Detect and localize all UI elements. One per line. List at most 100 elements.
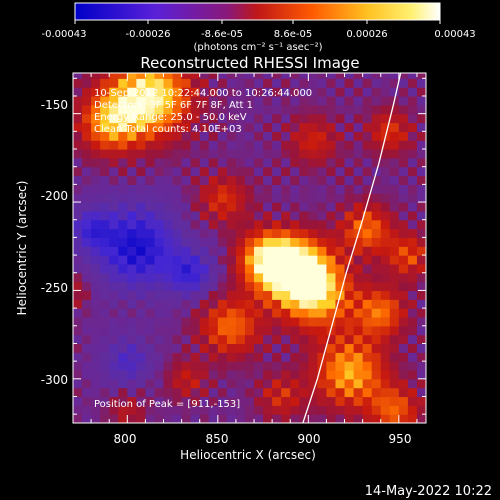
heatmap-cell [91, 246, 101, 256]
heatmap-cell [154, 87, 165, 97]
heatmap-cell [172, 219, 183, 230]
heatmap-cell [73, 219, 83, 230]
heatmap-cell [118, 104, 128, 115]
heatmap-cell [263, 369, 273, 380]
heatmap-cell [416, 131, 426, 141]
heatmap-cell [82, 104, 92, 115]
heatmap-cell [416, 396, 426, 406]
heatmap-cell [136, 78, 147, 88]
heatmap-cell [344, 361, 355, 371]
axis-ticks [73, 73, 426, 423]
heatmap-cell [109, 272, 119, 283]
heatmap-cell [254, 396, 264, 406]
heatmap-cell [100, 193, 110, 203]
heatmap-cell [263, 316, 273, 327]
heatmap-cell [317, 219, 328, 230]
heatmap-cell [389, 290, 400, 300]
heatmap-cell [127, 184, 137, 194]
heatmap-cell [344, 308, 355, 318]
heatmap-cell [389, 405, 400, 415]
heatmap-cell [371, 184, 382, 194]
heatmap-cell [398, 228, 409, 238]
heatmap-cell [407, 193, 418, 203]
heatmap-cell [145, 140, 156, 150]
heatmap-cell [335, 131, 346, 141]
heatmap-cell [109, 352, 119, 362]
heatmap-cell [136, 255, 147, 265]
heatmap-cell [299, 263, 309, 274]
heatmap-cell [380, 87, 391, 97]
x-tick-label: 800 [114, 432, 137, 446]
heatmap-cell [172, 334, 183, 345]
heatmap-cell [254, 210, 264, 221]
heatmap-cell [181, 210, 192, 221]
heatmap-cell [100, 184, 110, 194]
heatmap-cell [380, 281, 391, 292]
heatmap-cell [100, 175, 110, 185]
heatmap-cell [335, 316, 346, 327]
heatmap-cell [226, 78, 237, 88]
heatmap-cell [190, 316, 201, 327]
heatmap-cell [163, 87, 174, 97]
heatmap-cell [281, 352, 291, 362]
heatmap-cell [118, 414, 128, 423]
heatmap-cell [100, 95, 110, 106]
heatmap-cell [217, 140, 228, 150]
heatmap-cell [263, 87, 273, 97]
heatmap-cell [362, 157, 373, 168]
heatmap-cell [416, 369, 426, 380]
heatmap-cell [163, 316, 174, 327]
heatmap-cell [163, 237, 174, 247]
heatmap-cell [344, 255, 355, 265]
heatmap-cell [208, 352, 219, 362]
heatmap-cell [272, 113, 282, 124]
heatmap-cell [326, 290, 337, 300]
heatmap-cell [208, 219, 219, 230]
heatmap-cell [353, 369, 364, 380]
heatmap-cell [91, 316, 101, 327]
heatmap-cell [353, 316, 364, 327]
heatmap-cell [136, 228, 147, 238]
observation-info: 10-Sep-2012 10:22:44.000 to 10:26:44.000… [94, 88, 312, 135]
heatmap-cell [416, 378, 426, 389]
heatmap-cell [235, 325, 246, 336]
heatmap-cell [335, 166, 346, 177]
heatmap-cell [100, 369, 110, 380]
heatmap-cell [109, 95, 119, 106]
heatmap-cell [82, 78, 92, 88]
heatmap-cell [91, 95, 101, 106]
heatmap-cell [308, 149, 318, 159]
heatmap-cell [109, 104, 119, 115]
heatmap-cell [416, 210, 426, 221]
heatmap-cell [380, 334, 391, 345]
heatmap-cell [416, 149, 426, 159]
heatmap-cell [335, 308, 346, 318]
heatmap-cell [163, 263, 174, 274]
heatmap-cell [190, 361, 201, 371]
heatmap-cell [235, 202, 246, 212]
heatmap-cell [281, 149, 291, 159]
heatmap-cell [199, 361, 210, 371]
heatmap-cell [127, 140, 137, 150]
heatmap-cell [127, 272, 137, 283]
heatmap-cell [235, 113, 246, 124]
heatmap-cell [190, 299, 201, 309]
heatmap-cell [416, 325, 426, 336]
heatmap-cell [272, 184, 282, 194]
heatmap-cell [254, 228, 264, 238]
heatmap-cell [290, 140, 300, 150]
heatmap-cell [109, 78, 119, 88]
heatmap-cell [109, 316, 119, 327]
heatmap-cell [290, 184, 300, 194]
heatmap-cell [299, 228, 309, 238]
heatmap-cell [317, 73, 328, 79]
heatmap-cell [109, 237, 119, 247]
heatmap-cell [308, 175, 318, 185]
heatmap-cell [299, 316, 309, 327]
heatmap-cell [353, 352, 364, 362]
heatmap-cell [362, 210, 373, 221]
heatmap-cell [362, 378, 373, 389]
heatmap-cell [263, 299, 273, 309]
heatmap-cell [127, 290, 137, 300]
heatmap-cell [362, 166, 373, 177]
